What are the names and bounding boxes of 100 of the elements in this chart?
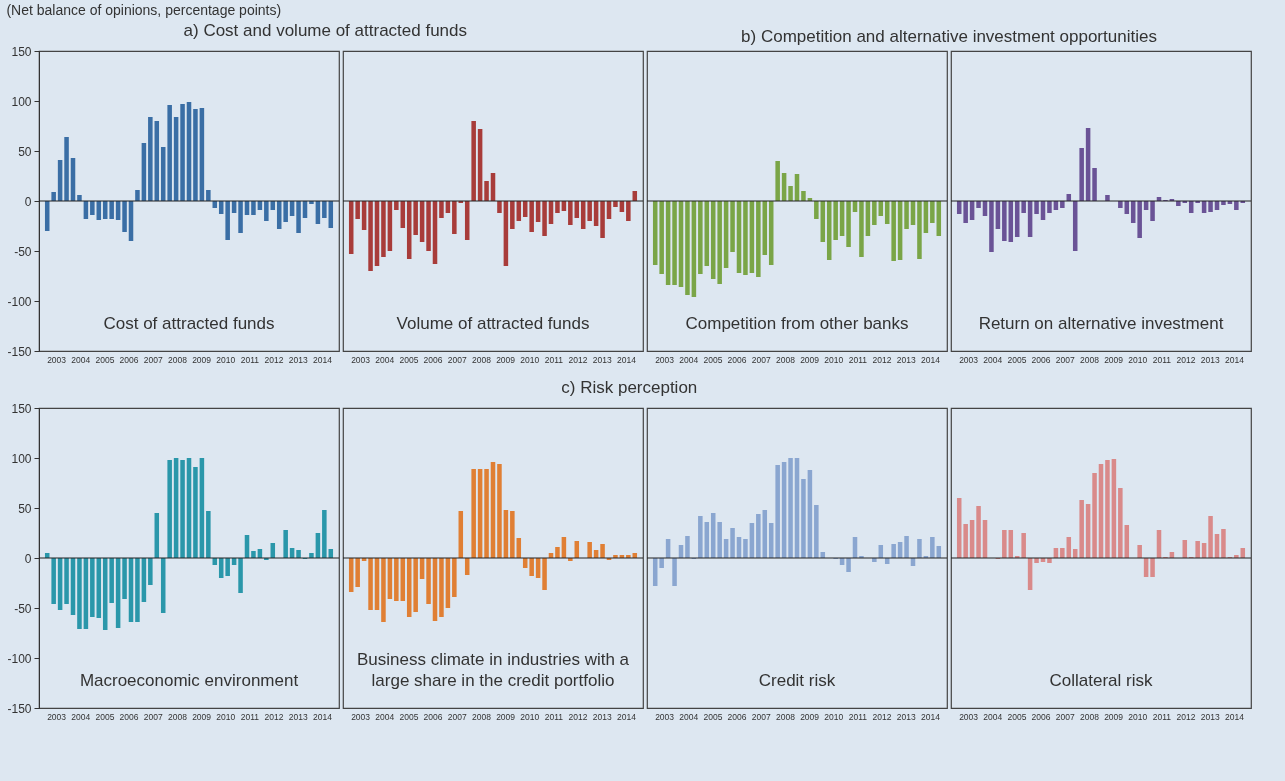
x-tick-label: 2013	[288, 354, 308, 365]
chart-title: c) Risk perception	[561, 378, 698, 398]
x-tick-label: 2007	[751, 354, 771, 365]
x-tick-label: 2010	[216, 711, 236, 722]
x-tick-label: 2006	[119, 354, 139, 365]
x-tick-label: 2007	[1055, 711, 1075, 722]
x-tick-label: 2014	[312, 711, 333, 722]
x-tick-label: 2012	[872, 354, 892, 365]
y-tick-label: 50	[18, 501, 32, 516]
x-tick-label: 2014	[616, 711, 637, 722]
chart-title: b) Competition and alternative investment opportunities	[741, 27, 1157, 47]
x-tick-label: 2007	[143, 711, 163, 722]
x-tick-label: 2009	[192, 711, 212, 722]
x-tick-label: 2010	[824, 354, 844, 365]
x-tick-label: 2014	[920, 354, 941, 365]
x-tick-label: 2014	[1224, 354, 1245, 365]
x-tick-label: 2009	[800, 354, 820, 365]
y-tick-label: 0	[24, 194, 32, 209]
x-tick-label: 2009	[1104, 711, 1124, 722]
x-tick-label: 2003	[351, 354, 371, 365]
x-tick-label: 2004	[375, 354, 395, 365]
x-tick-label: 2004	[71, 711, 91, 722]
x-tick-label: 2013	[896, 711, 916, 722]
series-label: Competition from other banks	[685, 314, 909, 333]
x-tick-label: 2003	[959, 711, 979, 722]
x-tick-label: 2003	[351, 711, 371, 722]
x-tick-label: 2013	[1200, 354, 1220, 365]
x-tick-label: 2006	[727, 711, 747, 722]
x-tick-label: 2008	[471, 354, 492, 365]
x-tick-label: 2006	[423, 354, 443, 365]
x-tick-label: 2004	[679, 711, 699, 722]
y-tick-label: -100	[7, 651, 32, 666]
x-tick-label: 2003	[47, 354, 67, 365]
x-tick-label: 2010	[520, 354, 540, 365]
x-tick-label: 2014	[920, 711, 941, 722]
x-tick-label: 2004	[375, 711, 395, 722]
x-tick-label: 2014	[616, 354, 637, 365]
y-tick-label: -150	[7, 701, 32, 716]
x-tick-label: 2006	[1031, 354, 1051, 365]
x-tick-label: 2011	[848, 354, 868, 365]
x-tick-label: 2006	[727, 354, 747, 365]
x-tick-label: 2009	[192, 354, 212, 365]
x-tick-label: 2008	[167, 711, 188, 722]
text: Collateral risk	[1049, 671, 1153, 690]
x-tick-label: 2007	[1055, 354, 1075, 365]
x-tick-label: 2014	[1224, 711, 1245, 722]
x-tick-label: 2009	[1104, 354, 1124, 365]
x-tick-label: 2012	[264, 711, 284, 722]
x-tick-label: 2006	[423, 711, 443, 722]
x-tick-label: 2005	[1007, 711, 1027, 722]
x-tick-label: 2004	[983, 711, 1003, 722]
x-tick-label: 2013	[288, 711, 308, 722]
x-tick-label: 2011	[1152, 711, 1172, 722]
y-tick-label: 150	[11, 44, 32, 59]
x-tick-label: 2005	[1007, 354, 1027, 365]
x-tick-label: 2011	[240, 354, 260, 365]
x-tick-label: 2005	[399, 354, 419, 365]
x-tick-label: 2011	[544, 711, 564, 722]
y-tick-label: -100	[7, 294, 32, 309]
x-tick-label: 2012	[568, 711, 588, 722]
x-tick-label: 2004	[679, 354, 699, 365]
chart-title: a) Cost and volume of attracted funds	[183, 21, 468, 41]
text: Macroeconomic environment	[79, 671, 299, 690]
x-tick-label: 2008	[775, 711, 796, 722]
text: Business climate in industries with a large share in the credit portfolio	[356, 650, 630, 690]
x-tick-label: 2012	[568, 354, 588, 365]
x-tick-label: 2012	[264, 354, 284, 365]
x-tick-label: 2012	[872, 711, 892, 722]
text: Return on alternative investment	[978, 314, 1224, 333]
y-tick-label: 150	[11, 401, 32, 416]
x-tick-label: 2011	[848, 711, 868, 722]
x-tick-label: 2008	[167, 354, 188, 365]
x-tick-label: 2007	[143, 354, 163, 365]
text: Credit risk	[758, 671, 836, 690]
x-tick-label: 2003	[655, 354, 675, 365]
y-tick-label: 100	[11, 94, 32, 109]
x-tick-label: 2005	[703, 354, 723, 365]
y-tick-label: -150	[7, 344, 32, 359]
x-tick-label: 2012	[1176, 711, 1196, 722]
x-tick-label: 2005	[95, 711, 115, 722]
x-tick-label: 2010	[1128, 354, 1148, 365]
x-tick-label: 2004	[71, 354, 91, 365]
x-tick-label: 2006	[1031, 711, 1051, 722]
text: Cost of attracted funds	[103, 314, 275, 333]
x-tick-label: 2010	[824, 711, 844, 722]
x-tick-label: 2013	[592, 711, 612, 722]
x-tick-label: 2009	[496, 711, 516, 722]
text: Volume of attracted funds	[396, 314, 590, 333]
x-tick-label: 2003	[47, 711, 67, 722]
x-tick-label: 2013	[896, 354, 916, 365]
x-tick-label: 2010	[1128, 711, 1148, 722]
y-tick-label: 100	[11, 451, 32, 466]
x-tick-label: 2006	[119, 711, 139, 722]
x-tick-label: 2012	[1176, 354, 1196, 365]
x-tick-label: 2011	[544, 354, 564, 365]
x-tick-label: 2009	[800, 711, 820, 722]
x-tick-label: 2003	[959, 354, 979, 365]
x-tick-label: 2010	[520, 711, 540, 722]
x-tick-label: 2004	[983, 354, 1003, 365]
x-tick-label: 2005	[399, 711, 419, 722]
